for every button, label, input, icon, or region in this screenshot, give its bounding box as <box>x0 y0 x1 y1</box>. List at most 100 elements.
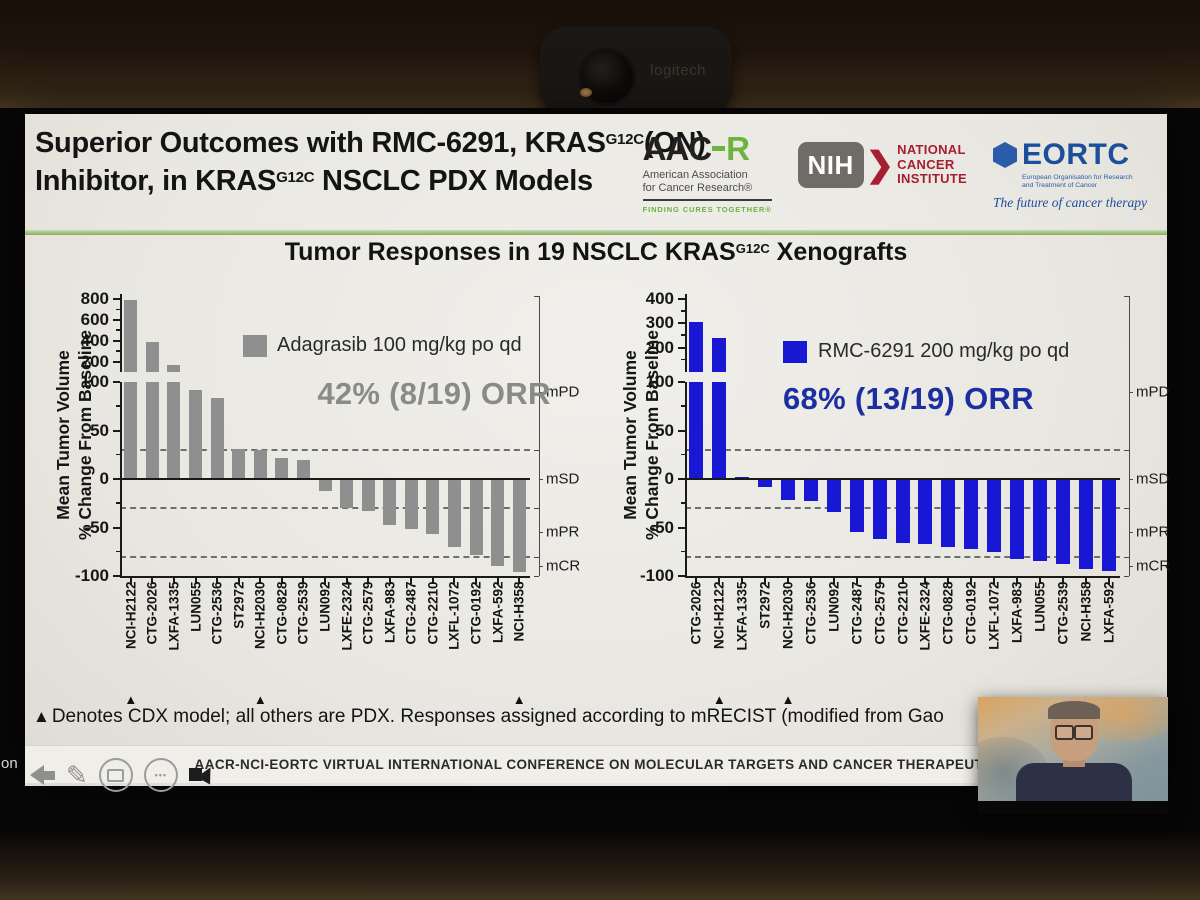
response-bracket-tick <box>534 576 539 577</box>
y-tick <box>113 478 120 480</box>
legend-swatch-rmc6291 <box>783 341 807 363</box>
response-label-mPD: mPD <box>546 383 580 401</box>
response-label-mSD: mSD <box>1136 470 1170 488</box>
x-label-CTG-2579: CTG-2579 <box>360 581 376 645</box>
x-label-LXFE-2324: LXFE-2324 <box>339 581 355 651</box>
response-bracket-tick <box>1124 449 1129 451</box>
aacr-wordmark: AAC R <box>643 132 772 165</box>
y-tick-label: 600 <box>80 310 109 329</box>
eortc-cube-icon <box>993 142 1017 168</box>
x-tick <box>194 578 197 584</box>
y-tick <box>113 381 120 383</box>
bar-LXFA-983 <box>383 479 397 525</box>
bar-CTG-2026 <box>689 382 704 479</box>
response-label-mPR: mPR <box>546 523 580 541</box>
y-tick <box>678 575 685 577</box>
bar-LXFA-592 <box>491 479 505 567</box>
y-tick <box>681 405 685 407</box>
bar-NCI-H2122 <box>712 382 727 479</box>
x-tick <box>764 578 767 584</box>
response-bracket-tick <box>534 449 539 451</box>
back-arrow-icon[interactable] <box>30 765 55 785</box>
slide-navigator-icon[interactable] <box>98 758 133 792</box>
response-label-tick <box>539 479 543 480</box>
response-label-mPD: mPD <box>1136 383 1170 401</box>
mouse-cursor-icon: ▶ <box>188 761 219 789</box>
bar-LXFE-2324 <box>918 479 933 544</box>
bar-CTG-2536 <box>210 398 224 479</box>
x-label-LXFA-592: LXFA-592 <box>490 581 506 644</box>
x-label-LXFL-1072: LXFL-1072 <box>446 581 462 650</box>
x-tick <box>901 578 904 584</box>
nih-box: NIH <box>797 142 864 188</box>
y-tick-label: 0 <box>99 469 109 488</box>
speaker-shirt <box>1016 763 1132 801</box>
bar-NCI-H2122 <box>124 382 138 479</box>
slide-title-text: Superior Outcomes with RMC-6291, KRAS <box>35 127 606 159</box>
y-tick <box>678 297 685 300</box>
y-tick <box>678 526 685 529</box>
cdx-model-triangle: ▲ <box>712 692 726 707</box>
speaker-video-scene <box>978 697 1168 801</box>
x-label-ST2972: ST2972 <box>757 581 773 629</box>
x-label-CTG-2026: CTG-2026 <box>144 581 160 645</box>
y-tick <box>116 502 120 504</box>
y-axis-upper <box>685 294 687 372</box>
response-label-tick <box>1129 566 1133 568</box>
eortc-subtitle: European Organisation for Research and Tr… <box>1022 174 1133 190</box>
bar-CTG-2026 <box>145 382 159 479</box>
x-tick <box>345 578 348 584</box>
y-tick <box>116 329 120 331</box>
aacr-logo: AAC R American Association for Cancer Rese… <box>642 132 772 214</box>
x-label-CTG-2539: CTG-2539 <box>295 581 311 645</box>
x-tick <box>367 578 370 584</box>
screen-edge-text: on <box>1 755 18 772</box>
legend-label-rmc6291: RMC-6291 200 mg/kg po qd <box>818 340 1070 362</box>
x-label-CTG-2536: CTG-2536 <box>209 581 225 645</box>
x-tick <box>1084 578 1087 584</box>
bar-LXFL-1072 <box>447 479 461 547</box>
aacr-word-green: R <box>726 130 750 167</box>
bar-LXFL-1072 <box>987 479 1002 552</box>
bar-LXFA-1335 <box>167 364 181 372</box>
x-label-NCI-H358: NCI-H358 <box>1078 581 1094 642</box>
conference-footer: AACR-NCI-EORTC VIRTUAL INTERNATIONAL CON… <box>25 745 1167 783</box>
bar-CTG-2579 <box>361 479 375 511</box>
bar-CTG-2487 <box>404 479 418 530</box>
x-tick <box>741 578 744 584</box>
x-label-NCI-H2030: NCI-H2030 <box>780 581 796 650</box>
x-tick <box>129 578 132 584</box>
y-tick <box>681 550 685 553</box>
x-tick <box>453 578 456 584</box>
green-divider <box>25 230 1167 235</box>
response-label-tick <box>539 566 543 568</box>
bar-CTG-2210 <box>895 479 910 544</box>
eortc-tagline: The future of cancer therapy <box>993 194 1147 210</box>
speaker-video-thumbnail[interactable] <box>978 697 1168 814</box>
y-tick <box>678 478 685 480</box>
x-tick <box>809 578 812 584</box>
more-options-icon[interactable]: ••• <box>143 758 178 792</box>
response-label-mSD: mSD <box>546 470 580 488</box>
aacr-green-dash <box>712 146 726 151</box>
x-label-LXFA-983: LXFA-983 <box>1009 581 1025 644</box>
slide-title: Superior Outcomes with RMC-6291, KRASG12… <box>35 124 797 201</box>
response-bracket-tick <box>1124 556 1129 558</box>
x-axis-line <box>120 576 530 578</box>
x-tick <box>1061 578 1064 584</box>
response-label-mCR: mCR <box>1136 557 1171 575</box>
y-tick <box>678 381 685 383</box>
orr-value-adagrasib: 42% (8/19) ORR <box>317 376 551 411</box>
pen-icon[interactable]: ✎ <box>66 760 88 790</box>
legend-swatch-adagrasib <box>243 335 267 357</box>
y-tick <box>681 310 685 312</box>
response-label-tick <box>539 391 543 393</box>
x-tick <box>216 578 219 584</box>
logo-row: AAC R American Association for Cancer Rese… <box>642 132 1153 214</box>
x-label-LXFA-983: LXFA-983 <box>382 581 398 644</box>
cdx-triangle-icon: ▲ <box>33 707 50 726</box>
response-bracket-tick <box>1124 576 1129 577</box>
bar-CTG-0192 <box>964 479 979 549</box>
x-label-CTG-2536: CTG-2536 <box>803 581 819 645</box>
